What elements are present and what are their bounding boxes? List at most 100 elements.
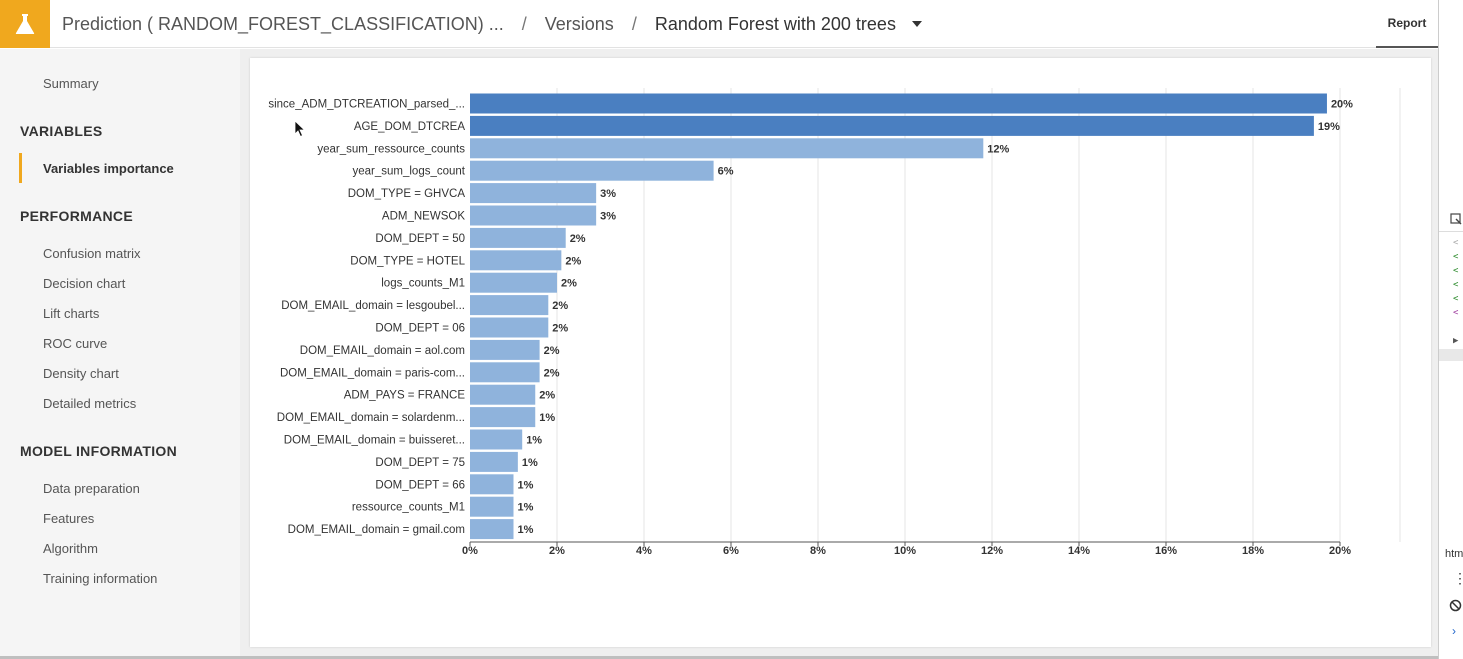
top-header: Prediction ( RANDOM_FOREST_CLASSIFICATIO… <box>0 0 1438 48</box>
sidebar-item-decision-chart[interactable]: Decision chart <box>43 276 126 291</box>
category-label: DOM_EMAIL_domain = aol.com <box>300 345 465 357</box>
x-tick-label: 4% <box>636 545 652 557</box>
breadcrumb-separator: / <box>631 13 637 34</box>
sidebar-item-roc-curve[interactable]: ROC curve <box>43 336 108 351</box>
sidebar-item-variables-importance[interactable]: Variables importance <box>43 161 174 176</box>
sidebar-item-training-information[interactable]: Training information <box>43 571 158 586</box>
category-label: AGE_DOM_DTCREA <box>354 121 466 133</box>
bar <box>470 93 1327 114</box>
data-label: 1% <box>518 524 534 536</box>
sidebar-item-confusion-matrix[interactable]: Confusion matrix <box>43 246 141 261</box>
category-label: year_sum_logs_count <box>352 166 465 178</box>
bar <box>470 451 518 472</box>
bar <box>470 384 536 405</box>
sidebar-item-detailed-metrics[interactable]: Detailed metrics <box>43 396 137 411</box>
category-label: DOM_EMAIL_domain = gmail.com <box>288 524 465 536</box>
breadcrumb-versions[interactable]: Versions <box>544 13 614 34</box>
main-content: since_ADM_DTCREATION_parsed_... 20% AGE_DO… <box>240 49 1438 659</box>
category-label: DOM_TYPE = GHVCA <box>348 188 466 200</box>
collapsed-row[interactable] <box>1439 349 1463 361</box>
bar <box>470 496 514 517</box>
x-tick-label: 18% <box>1242 545 1264 557</box>
devtools-tab-label[interactable]: htm <box>1445 548 1463 560</box>
x-tick-label: 12% <box>981 545 1003 557</box>
bar <box>470 362 540 383</box>
label-clip-mask <box>250 88 260 118</box>
x-tick-label: 20% <box>1329 545 1351 557</box>
sidebar-item-summary[interactable]: Summary <box>43 76 99 91</box>
block-icon[interactable] <box>1449 599 1462 617</box>
x-tick-label: 2% <box>549 545 565 557</box>
sidebar-item-features[interactable]: Features <box>43 511 95 526</box>
data-label: 2% <box>539 390 555 402</box>
bar <box>470 474 514 495</box>
category-label: DOM_EMAIL_domain = buisseret... <box>284 435 465 447</box>
data-label: 2% <box>544 367 560 379</box>
code-line-icon: < <box>1453 238 1459 248</box>
chevron-right-icon[interactable]: › <box>1452 624 1456 638</box>
inspect-element-icon[interactable] <box>1439 206 1463 232</box>
mouse-cursor-icon <box>294 120 306 138</box>
x-tick-label: 0% <box>462 545 478 557</box>
bar <box>470 519 514 540</box>
breadcrumb-current-model: Random Forest with 200 trees <box>654 13 896 34</box>
triangle-right-icon[interactable]: ▶ <box>1453 336 1459 346</box>
data-label: 2% <box>565 255 581 267</box>
data-label: 1% <box>539 412 555 424</box>
breadcrumb-prediction[interactable]: Prediction ( RANDOM_FOREST_CLASSIFICATIO… <box>62 13 504 34</box>
sidebar-section-variables: VARIABLES <box>20 123 103 139</box>
bar <box>470 407 536 428</box>
bar <box>470 138 984 159</box>
category-label: DOM_DEPT = 06 <box>375 323 465 335</box>
data-label: 2% <box>544 345 560 357</box>
category-label: DOM_DEPT = 66 <box>375 479 465 491</box>
category-label: ressource_counts_M1 <box>352 502 465 514</box>
sidebar-item-data-preparation[interactable]: Data preparation <box>43 481 140 496</box>
variables-importance-chart: since_ADM_DTCREATION_parsed_... 20% AGE_DO… <box>250 88 1401 557</box>
code-line-icon: < <box>1453 280 1459 290</box>
sidebar-section-model-information: MODEL INFORMATION <box>20 443 178 459</box>
data-label: 2% <box>570 233 586 245</box>
category-label: ADM_PAYS = FRANCE <box>344 390 466 402</box>
category-label: DOM_DEPT = 75 <box>375 457 465 469</box>
bar <box>470 160 714 181</box>
more-vertical-icon[interactable]: ⋮ <box>1453 570 1463 586</box>
x-tick-label: 10% <box>894 545 916 557</box>
code-line-icon: < <box>1453 308 1459 318</box>
sidebar-item-algorithm[interactable]: Algorithm <box>43 541 98 556</box>
code-line-icon: < <box>1453 252 1459 262</box>
category-label: ADM_NEWSOK <box>382 211 465 223</box>
data-label: 12% <box>987 143 1009 155</box>
category-label: DOM_EMAIL_domain = solardenm... <box>277 412 465 424</box>
sidebar-item-lift-charts[interactable]: Lift charts <box>43 306 100 321</box>
sidebar-section-performance: PERFORMANCE <box>20 208 133 224</box>
chevron-down-icon[interactable] <box>911 21 922 27</box>
bar <box>470 339 540 360</box>
x-tick-label: 14% <box>1068 545 1090 557</box>
breadcrumb-separator: / <box>521 13 527 34</box>
sidebar-item-density-chart[interactable]: Density chart <box>43 366 119 381</box>
active-indicator <box>19 153 22 183</box>
flask-logo-icon[interactable] <box>0 0 50 48</box>
data-label: 2% <box>552 300 568 312</box>
category-label: logs_counts_M1 <box>381 278 465 290</box>
variables-importance-card: since_ADM_DTCREATION_parsed_... 20% AGE_DO… <box>250 58 1431 647</box>
x-tick-label: 16% <box>1155 545 1177 557</box>
bar <box>470 250 562 271</box>
bar <box>470 429 523 450</box>
category-label: DOM_TYPE = HOTEL <box>350 255 465 267</box>
category-label: DOM_EMAIL_domain = paris-com... <box>280 367 465 379</box>
tab-report[interactable]: Report <box>1376 0 1438 48</box>
data-label: 19% <box>1318 121 1340 133</box>
bar <box>470 115 1314 136</box>
bar <box>470 295 549 316</box>
data-label: 1% <box>518 502 534 514</box>
x-tick-label: 6% <box>723 545 739 557</box>
data-label: 1% <box>518 479 534 491</box>
data-label: 6% <box>718 166 734 178</box>
breadcrumb: Prediction ( RANDOM_FOREST_CLASSIFICATIO… <box>62 0 922 48</box>
x-tick-label: 8% <box>810 545 826 557</box>
window-bottom-border <box>0 656 1438 659</box>
data-label: 3% <box>600 211 616 223</box>
data-label: 2% <box>561 278 577 290</box>
